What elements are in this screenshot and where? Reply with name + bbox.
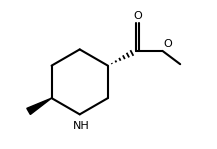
Text: NH: NH	[73, 121, 90, 131]
Polygon shape	[27, 98, 52, 114]
Text: O: O	[163, 39, 172, 49]
Text: O: O	[134, 11, 143, 21]
